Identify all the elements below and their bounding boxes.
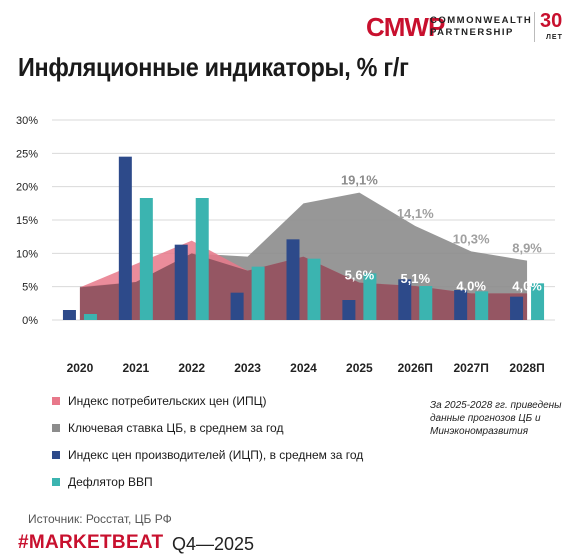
legend-label-cpi: Индекс потребительских цен (ИПЦ) [68,394,267,408]
data-label: 5,1% [400,271,430,286]
source-text: Источник: Росстат, ЦБ РФ [28,512,172,526]
logo-years: 30 [540,10,563,32]
data-label: 8,9% [512,241,542,256]
legend-swatch-cpi [52,397,60,405]
ppi-bar [230,292,244,320]
legend-swatch-key-rate [52,424,60,432]
y-tick-label: 20% [16,182,38,194]
y-tick-label: 5% [22,282,38,294]
logo-mark: CMWP [366,12,445,42]
data-label: 19,1% [341,173,378,188]
inflation-chart: 0% 5% 10% 15% 20% 25% 30% 2020 2021 2022 2023 2024… [16,115,555,375]
gdp-deflator-bar [251,266,265,320]
y-tick-label: 30% [16,115,38,127]
chart-annotations: 19,1% 14,1% 10,3% 8,9% 5,6% 5,1% 4,0% 4,0% [341,173,542,294]
gdp-deflator-bar [83,314,97,320]
x-tick-label: 2028П [509,361,544,375]
y-tick-label: 25% [16,148,38,160]
ppi-bar [286,239,300,320]
gdp-deflator-bar [419,286,433,320]
gdp-deflator-bar [363,273,377,320]
data-label: 14,1% [397,206,434,221]
ppi-bar [342,300,356,320]
legend-label-ppi: Индекс цен производителей (ИЦП), в средн… [68,448,364,462]
legend-item-ppi: Индекс цен производителей (ИЦП), в средн… [52,448,363,462]
chart-bars [62,156,545,320]
cpi-overlap-area [79,253,528,320]
ppi-bar [510,296,524,320]
y-tick-label: 15% [16,215,38,227]
ppi-bar [118,156,132,320]
y-tick-label: 0% [22,315,38,327]
logo-years-label: ЛЕТ [546,34,563,41]
logo-wordmark: COMMONWEALTH PARTNERSHIP [430,15,532,39]
x-tick-label: 2025 [346,361,373,375]
data-label: 4,0% [512,278,542,293]
legend-item-gdp-deflator: Дефлятор ВВП [52,475,153,489]
data-label: 4,0% [456,278,486,293]
x-tick-label: 2021 [122,361,149,375]
x-tick-label: 2023 [234,361,261,375]
data-label: 10,3% [453,231,490,246]
legend-label-gdp-deflator: Дефлятор ВВП [68,475,153,489]
x-tick-label: 2022 [178,361,205,375]
x-tick-label: 2020 [67,361,94,375]
ppi-bar [398,279,412,320]
forecast-note: За 2025-2028 гг. приведены данные прогно… [430,400,562,437]
gdp-deflator-bar [531,283,545,320]
report-period: Q4—2025 [172,534,255,554]
ppi-bar [454,290,468,320]
legend-item-cpi: Индекс потребительских цен (ИПЦ) [52,394,267,408]
x-axis-labels: 2020 2021 2022 2023 2024 2025 2026П 2027П 2028П [67,361,545,375]
logo-line-2: PARTNERSHIP [430,27,514,38]
gdp-deflator-bar [475,291,489,320]
gdp-deflator-bar [307,258,321,320]
x-tick-label: 2024 [290,361,317,375]
logo-line-1: COMMONWEALTH [430,15,533,26]
legend-item-key-rate: Ключевая ставка ЦБ, в среднем за год [52,421,283,435]
y-axis-labels: 0% 5% 10% 15% 20% 25% 30% [16,115,38,327]
x-tick-label: 2026П [398,361,433,375]
chart-title: Инфляционные индикаторы, % г/г [18,52,409,82]
legend-label-key-rate: Ключевая ставка ЦБ, в среднем за год [68,421,284,435]
company-logo: CMWP COMMONWEALTH PARTNERSHIP 30 ЛЕТ [366,10,572,46]
gdp-deflator-bar [139,198,153,320]
logo-divider [534,12,535,42]
legend-swatch-ppi [52,451,60,459]
x-tick-label: 2027П [454,361,489,375]
ppi-bar [62,310,76,320]
legend-swatch-gdp-deflator [52,478,60,486]
y-tick-label: 10% [16,248,38,260]
gdp-deflator-bar [195,198,209,320]
data-label: 5,6% [345,268,375,283]
ppi-bar [174,244,188,320]
chart-areas [79,192,528,320]
marketbeat-tag: #MARKETBEAT [18,532,164,553]
